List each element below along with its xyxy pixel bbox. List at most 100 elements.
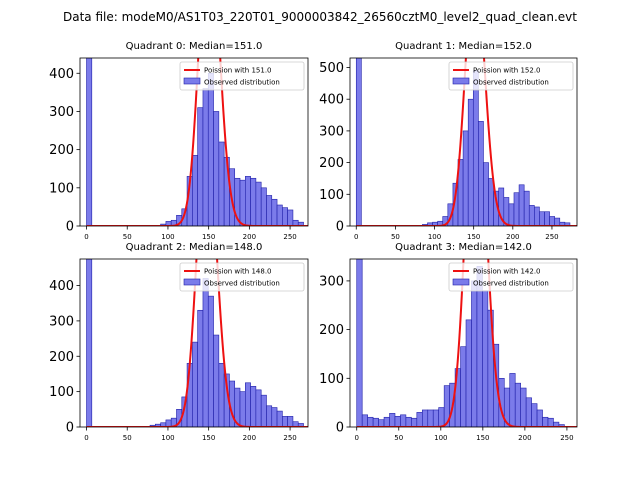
legend-observed-label: Observed distribution: [473, 280, 549, 288]
plot-area: [356, 259, 577, 427]
plot-area: [355, 58, 577, 226]
x-tick-label: 250: [545, 233, 558, 241]
x-tick-label: 100: [434, 434, 447, 442]
x-tick-label: 200: [243, 233, 256, 241]
histogram-bar: [207, 72, 214, 226]
legend-observed-label: Observed distribution: [473, 79, 549, 87]
histogram-bar: [197, 309, 204, 427]
histogram-bar: [534, 206, 540, 226]
histogram-bar: [255, 389, 262, 427]
histogram-bar: [282, 416, 288, 427]
histogram-bar: [405, 416, 412, 427]
figure-suptitle: Data file: modeM0/AS1T03_220T01_90000038…: [63, 10, 577, 24]
y-tick-label: 200: [319, 156, 344, 171]
panel-title: Quadrant 1: Median=152.0: [395, 41, 532, 52]
x-tick-label: 0: [354, 434, 358, 442]
histogram-bar: [260, 187, 267, 226]
histogram-bar: [218, 363, 225, 427]
histogram-bar: [518, 184, 525, 226]
legend: Poission with 148.0 Observed distribution: [179, 262, 305, 292]
legend-observed-swatch: [183, 77, 201, 85]
legend-box: [448, 262, 574, 292]
histogram-bar: [260, 394, 267, 427]
histogram-bar: [287, 209, 294, 226]
histogram-bar: [245, 382, 251, 427]
histogram-bar: [361, 414, 368, 427]
histogram-bar: [250, 386, 257, 427]
x-tick-label: 100: [161, 233, 174, 241]
histogram-bar: [86, 259, 93, 427]
y-tick-label: 100: [49, 385, 74, 400]
histogram-bar: [271, 198, 278, 226]
histogram-bar: [471, 280, 478, 427]
x-tick-label: 50: [123, 233, 132, 241]
histogram-bar: [411, 417, 418, 427]
y-tick-label: 100: [49, 181, 74, 196]
plot-area: [86, 58, 308, 226]
legend-box: [448, 61, 574, 91]
histogram-bar: [539, 211, 545, 226]
y-tick-label: 0: [336, 220, 344, 235]
histogram-bar: [531, 403, 538, 427]
histogram-bar: [478, 121, 484, 226]
legend: Poission with 151.0 Observed distribution: [179, 61, 305, 91]
histogram-bar: [514, 382, 521, 427]
histogram-bar: [213, 334, 220, 427]
histogram-bar: [287, 416, 294, 427]
histogram-bar: [547, 417, 554, 427]
legend-box: [179, 61, 305, 91]
histogram-bar: [549, 216, 555, 226]
histogram-bar: [372, 417, 379, 427]
x-tick-label: 200: [243, 434, 256, 442]
histogram-bar: [462, 130, 469, 226]
histogram-bar: [528, 205, 535, 226]
histogram-bar: [356, 259, 363, 427]
histogram-bar: [192, 341, 198, 427]
y-tick-label: 0: [66, 421, 74, 436]
x-tick-label: 200: [518, 434, 531, 442]
histogram-bar: [245, 176, 251, 226]
histogram-bar: [523, 190, 530, 226]
histogram-bar: [239, 391, 246, 427]
axes-frame: [349, 258, 578, 428]
histogram-bar: [266, 405, 273, 427]
histogram-bar: [544, 211, 550, 226]
histogram-bar: [467, 98, 474, 226]
x-tick-label: 100: [161, 434, 174, 442]
x-tick-label: 0: [84, 233, 88, 241]
y-tick-label: 300: [319, 124, 344, 139]
histogram-bar: [202, 88, 209, 226]
y-tick-label: 300: [49, 314, 74, 329]
histogram-bar: [276, 410, 283, 427]
legend-poisson-label: Poission with 142.0: [473, 268, 541, 276]
y-tick-label: 200: [49, 350, 74, 365]
histogram-bar: [276, 204, 283, 226]
histogram-bar: [383, 416, 390, 427]
y-tick-label: 200: [319, 323, 344, 338]
x-tick-label: 0: [84, 434, 88, 442]
histogram-bar: [483, 162, 489, 226]
y-tick-label: 200: [49, 143, 74, 158]
histogram-bar: [513, 192, 520, 226]
legend-poisson-label: Poission with 152.0: [473, 67, 541, 75]
legend-observed-label: Observed distribution: [204, 280, 280, 288]
legend: Poission with 152.0 Observed distribution: [448, 61, 574, 91]
histogram-bar: [508, 203, 515, 226]
x-tick-label: 150: [202, 233, 215, 241]
histogram-bar: [192, 155, 198, 226]
histogram-bar: [394, 415, 401, 427]
y-tick-label: 400: [49, 67, 74, 82]
histogram-bar: [400, 414, 407, 427]
histogram-bar: [367, 416, 374, 427]
legend-box: [179, 262, 305, 292]
histogram-bar: [432, 409, 439, 427]
histogram-bar: [197, 107, 204, 226]
histogram-bar: [472, 70, 479, 226]
histogram-bar: [250, 177, 257, 226]
histogram-bar: [509, 373, 516, 427]
x-tick-label: 150: [202, 434, 215, 442]
x-tick-label: 250: [283, 233, 296, 241]
legend-poisson-label: Poission with 151.0: [204, 67, 272, 75]
histogram-bar: [271, 407, 278, 427]
x-tick-label: 250: [283, 434, 296, 442]
